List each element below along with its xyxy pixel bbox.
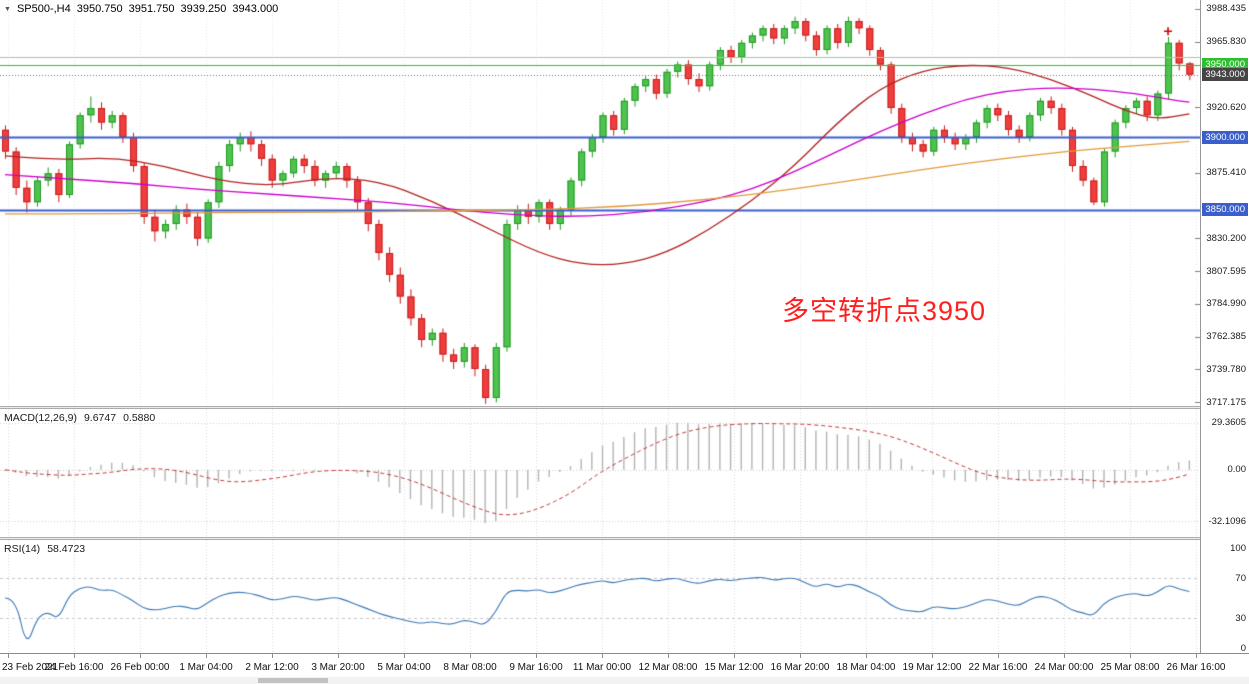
price-level-badge: 3850.000 bbox=[1202, 203, 1248, 217]
time-axis-label: 24 Feb 16:00 bbox=[44, 662, 104, 673]
main-chart-canvas[interactable] bbox=[0, 0, 1200, 406]
chart-ohlc-header: ▼ SP500-,H4 3950.750 3951.750 3939.250 3… bbox=[4, 3, 278, 15]
time-axis-label: 2 Mar 12:00 bbox=[245, 662, 299, 673]
time-axis-label: 11 Mar 00:00 bbox=[572, 662, 632, 673]
open-value: 3950.750 bbox=[76, 3, 123, 15]
time-axis-tick bbox=[1064, 654, 1065, 658]
time-axis-label: 1 Mar 04:00 bbox=[179, 662, 233, 673]
time-axis-tick bbox=[1196, 654, 1197, 658]
time-axis-label: 26 Mar 16:00 bbox=[1166, 662, 1226, 673]
time-axis-label: 9 Mar 16:00 bbox=[509, 662, 563, 673]
time-axis-label: 24 Mar 00:00 bbox=[1034, 662, 1094, 673]
time-axis-label: 5 Mar 04:00 bbox=[377, 662, 431, 673]
time-axis-tick bbox=[998, 654, 999, 658]
time-axis-tick bbox=[470, 654, 471, 658]
time-axis-tick bbox=[602, 654, 603, 658]
time-axis-label: 23 Feb 2021 bbox=[2, 662, 59, 673]
price-level-badge: 3900.000 bbox=[1202, 130, 1248, 144]
price-level-badge: 3943.000 bbox=[1202, 68, 1248, 82]
time-axis-label: 26 Feb 00:00 bbox=[110, 662, 170, 673]
chart-annotation-text[interactable]: 多空转折点3950 bbox=[782, 296, 987, 326]
time-axis-tick bbox=[932, 654, 933, 658]
rsi-axis-label: 70 bbox=[1235, 572, 1246, 584]
price-axis[interactable]: 3988.435 3965.830 3920.620 3875.410 3830.200… bbox=[1200, 0, 1249, 654]
horizontal-scrollbar[interactable] bbox=[0, 677, 1249, 684]
time-axis-label: 25 Mar 08:00 bbox=[1100, 662, 1160, 673]
rsi-value: 58.4723 bbox=[47, 543, 86, 555]
macd-panel-canvas[interactable] bbox=[0, 409, 1200, 537]
macd-name: MACD(12,26,9) bbox=[4, 412, 77, 424]
high-value: 3951.750 bbox=[128, 3, 175, 15]
time-axis-label: 8 Mar 08:00 bbox=[443, 662, 497, 673]
low-value: 3939.250 bbox=[180, 3, 227, 15]
time-axis-label: 22 Mar 16:00 bbox=[968, 662, 1028, 673]
price-axis-label: 3988.435 bbox=[1206, 3, 1246, 15]
scrollbar-thumb[interactable] bbox=[258, 678, 328, 683]
price-level-badge: 3950.000 bbox=[1202, 58, 1248, 72]
time-axis-tick bbox=[272, 654, 273, 658]
price-axis-label: 3717.175 bbox=[1206, 396, 1246, 408]
macd-indicator-label: MACD(12,26,9) 9.6747 0.5880 bbox=[4, 412, 155, 424]
rsi-axis-label: 30 bbox=[1235, 612, 1246, 624]
time-axis-label: 16 Mar 20:00 bbox=[770, 662, 830, 673]
time-axis[interactable]: 23 Feb 2021 24 Feb 16:00 26 Feb 00:00 1 Mar… bbox=[0, 653, 1249, 677]
panel-splitter-main-macd[interactable] bbox=[0, 406, 1249, 409]
macd-axis-label: 0.00 bbox=[1227, 464, 1247, 476]
time-axis-tick bbox=[668, 654, 669, 658]
price-axis-label: 3807.595 bbox=[1206, 265, 1246, 277]
time-axis-tick bbox=[206, 654, 207, 658]
time-axis-label: 15 Mar 12:00 bbox=[704, 662, 764, 673]
price-axis-label: 3830.200 bbox=[1206, 232, 1246, 244]
macd-axis-label: 29.3605 bbox=[1211, 417, 1246, 429]
panel-splitter-macd-rsi[interactable] bbox=[0, 537, 1249, 540]
price-axis-label: 3965.830 bbox=[1206, 36, 1246, 48]
price-axis-label: 3784.990 bbox=[1206, 298, 1246, 310]
rsi-axis-label: 0 bbox=[1240, 642, 1246, 654]
time-axis-tick bbox=[140, 654, 141, 658]
time-axis-tick bbox=[1130, 654, 1131, 658]
rsi-axis-label: 100 bbox=[1230, 542, 1246, 554]
time-axis-label: 12 Mar 08:00 bbox=[638, 662, 698, 673]
time-axis-tick bbox=[734, 654, 735, 658]
price-axis-label: 3762.385 bbox=[1206, 331, 1246, 343]
close-value: 3943.000 bbox=[232, 3, 279, 15]
time-axis-tick bbox=[404, 654, 405, 658]
symbol-period-label: SP500-,H4 bbox=[16, 3, 71, 15]
time-axis-tick bbox=[536, 654, 537, 658]
time-axis-label: 3 Mar 20:00 bbox=[311, 662, 365, 673]
time-axis-tick bbox=[800, 654, 801, 658]
macd-value: 9.6747 bbox=[83, 412, 117, 424]
price-axis-label: 3875.410 bbox=[1206, 167, 1246, 179]
time-axis-tick bbox=[8, 654, 9, 658]
price-axis-label: 3739.780 bbox=[1206, 363, 1246, 375]
rsi-indicator-label: RSI(14) 58.4723 bbox=[4, 543, 85, 555]
rsi-name: RSI(14) bbox=[4, 543, 41, 555]
time-axis-tick bbox=[74, 654, 75, 658]
macd-axis-label: -32.1096 bbox=[1208, 515, 1246, 527]
time-axis-tick bbox=[338, 654, 339, 658]
price-axis-label: 3920.620 bbox=[1206, 101, 1246, 113]
chart-marker-icon[interactable]: ▼ bbox=[4, 5, 11, 13]
time-axis-label: 18 Mar 04:00 bbox=[836, 662, 896, 673]
rsi-panel-canvas[interactable] bbox=[0, 540, 1200, 652]
time-axis-tick bbox=[866, 654, 867, 658]
time-axis-label: 19 Mar 12:00 bbox=[902, 662, 962, 673]
macd-signal-value: 0.5880 bbox=[123, 412, 156, 424]
